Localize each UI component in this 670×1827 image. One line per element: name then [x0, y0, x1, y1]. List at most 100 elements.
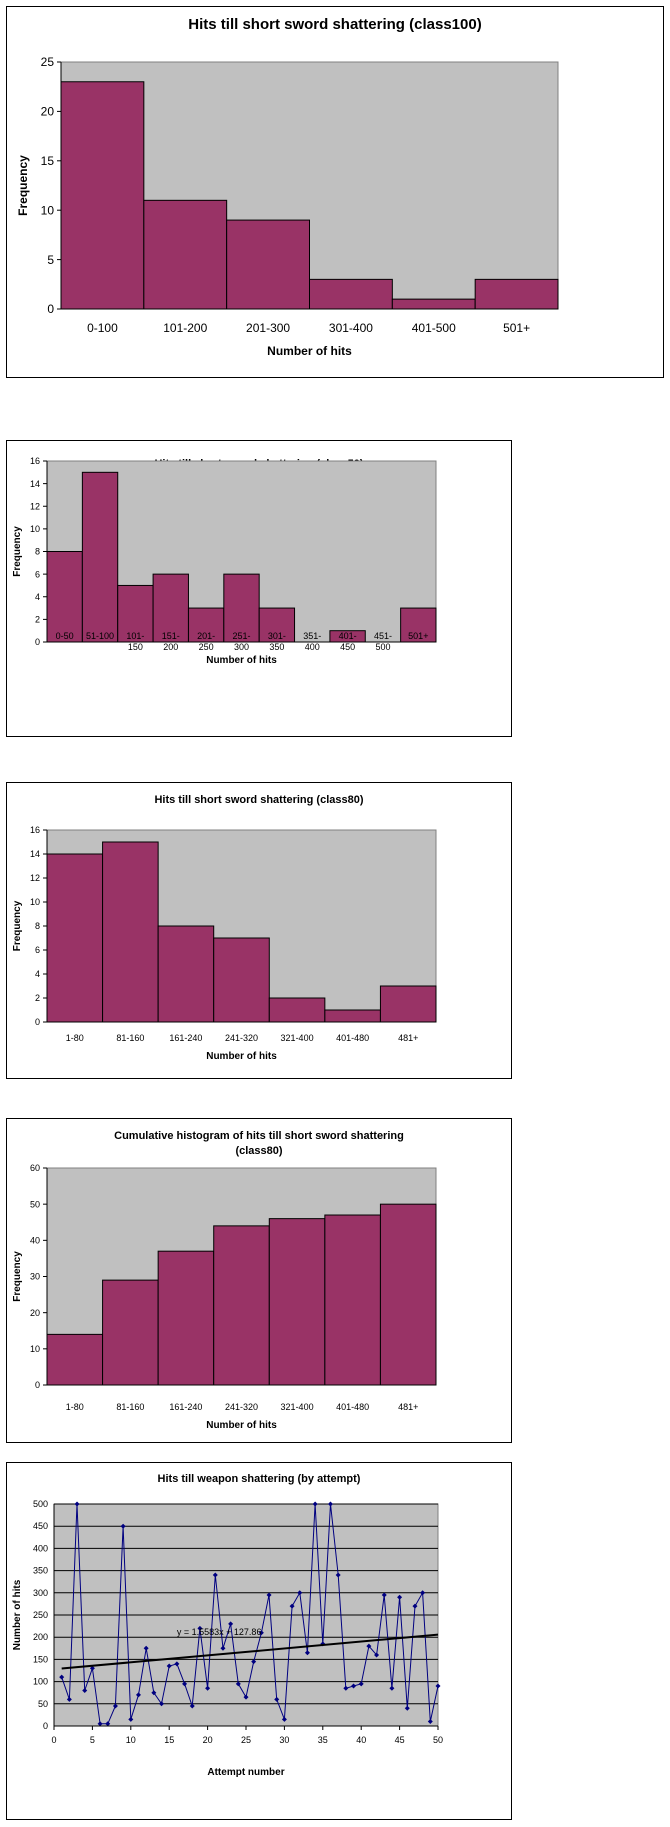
y-axis-label: Frequency — [12, 900, 23, 951]
data-point — [420, 1590, 426, 1596]
data-point — [112, 1703, 118, 1709]
y-tick-label: 0 — [35, 1017, 40, 1027]
y-tick-label: 6 — [35, 569, 40, 579]
x-tick-label: 81-160 — [116, 1033, 144, 1043]
data-point — [66, 1696, 72, 1702]
y-tick-label: 4 — [35, 592, 40, 602]
x-tick-label: 321-400 — [281, 1033, 314, 1043]
bar-161-240 — [157, 1250, 215, 1386]
y-tick-label: 4 — [35, 969, 40, 979]
y-tick-label: 350 — [33, 1566, 48, 1576]
bar-0-50 — [46, 551, 83, 643]
x-tick-label: 5 — [90, 1735, 95, 1745]
x-tick-label: 81-160 — [116, 1402, 144, 1412]
x-axis-label: Number of hits — [206, 655, 277, 666]
y-axis-label: Frequency — [16, 155, 30, 216]
data-point — [366, 1643, 372, 1649]
data-point — [143, 1645, 149, 1651]
chart-class80: Hits till short sword shattering (class8… — [6, 782, 512, 1079]
bar-301-350 — [258, 607, 296, 643]
x-tick-label: 241-320 — [225, 1402, 258, 1412]
chart-svg-class100: Hits till short sword shattering (class1… — [16, 16, 559, 358]
y-tick-label: 200 — [33, 1632, 48, 1642]
x-tick-label: 40 — [356, 1735, 366, 1745]
y-axis-label: Frequency — [12, 1251, 23, 1302]
trendline-equation: y = 1.5583x + 127.86 — [177, 1627, 262, 1637]
y-tick-label: 0 — [47, 302, 54, 316]
bar-1-80 — [46, 853, 104, 1023]
x-tick-label: 501+ — [503, 321, 530, 335]
bar-241-320 — [213, 1225, 270, 1386]
y-tick-label: 0 — [35, 1380, 40, 1390]
x-axis-label: Attempt number — [207, 1767, 284, 1778]
data-point — [374, 1652, 380, 1658]
x-tick-label: 301-400 — [329, 321, 373, 335]
bar-301-400 — [309, 278, 393, 310]
data-point — [266, 1592, 272, 1598]
y-tick-label: 250 — [33, 1610, 48, 1620]
x-tick-label: 15 — [164, 1735, 174, 1745]
data-point — [358, 1681, 364, 1687]
y-tick-label: 0 — [43, 1721, 48, 1731]
y-tick-label: 60 — [30, 1163, 40, 1173]
bar-501+ — [400, 607, 437, 643]
y-tick-label: 14 — [30, 479, 40, 489]
x-tick-label: 400 — [305, 642, 320, 652]
data-point — [297, 1590, 303, 1596]
x-tick-label: 50 — [433, 1735, 443, 1745]
data-point — [189, 1703, 195, 1709]
y-tick-label: 10 — [30, 524, 40, 534]
y-tick-label: 16 — [30, 825, 40, 835]
y-tick-label: 20 — [41, 105, 55, 119]
data-point — [82, 1687, 88, 1693]
chart-title: Cumulative histogram of hits till short … — [114, 1130, 404, 1142]
bar-51-100 — [81, 471, 119, 643]
bar-401-480 — [324, 1009, 381, 1023]
x-axis-label: Number of hits — [267, 344, 352, 358]
x-tick-label: 151- — [162, 631, 180, 641]
chart-title: Hits till short sword shattering (class1… — [188, 16, 481, 33]
data-point — [412, 1603, 418, 1609]
x-tick-label: 35 — [318, 1735, 328, 1745]
y-tick-label: 12 — [30, 873, 40, 883]
data-point — [159, 1701, 165, 1707]
data-point — [120, 1523, 126, 1529]
bar-81-160 — [102, 841, 159, 1023]
bar-101-150 — [117, 584, 154, 643]
y-tick-label: 500 — [33, 1499, 48, 1509]
bar-481+ — [379, 1203, 437, 1386]
chart-class100: Hits till short sword shattering (class1… — [6, 6, 664, 378]
x-tick-label: 481+ — [398, 1402, 418, 1412]
bar-0-100 — [60, 81, 145, 310]
data-point — [228, 1621, 234, 1627]
y-tick-label: 8 — [35, 921, 40, 931]
y-tick-label: 100 — [33, 1677, 48, 1687]
x-tick-label: 1-80 — [66, 1033, 84, 1043]
x-tick-label: 161-240 — [169, 1402, 202, 1412]
data-point — [327, 1501, 333, 1507]
y-tick-label: 12 — [30, 501, 40, 511]
chart-cumulative-class80: Cumulative histogram of hits till short … — [6, 1118, 512, 1443]
data-point — [289, 1603, 295, 1609]
trendline — [61, 1633, 439, 1670]
data-point — [235, 1681, 241, 1687]
x-tick-label: 450 — [340, 642, 355, 652]
data-point — [404, 1705, 410, 1711]
data-point — [135, 1692, 141, 1698]
x-tick-label: 201-300 — [246, 321, 290, 335]
x-tick-label: 401-500 — [412, 321, 456, 335]
data-point — [343, 1685, 349, 1691]
data-point — [220, 1645, 226, 1651]
x-tick-label: 150 — [128, 642, 143, 652]
y-axis-label: Number of hits — [12, 1579, 23, 1650]
bar-501+ — [474, 278, 559, 310]
data-point — [59, 1674, 65, 1680]
x-tick-label: 101- — [126, 631, 144, 641]
data-point — [335, 1572, 341, 1578]
bar-201-300 — [226, 219, 311, 310]
x-axis-label: Number of hits — [206, 1420, 277, 1431]
x-tick-label: 350 — [269, 642, 284, 652]
y-tick-label: 25 — [41, 55, 55, 69]
data-point — [435, 1683, 441, 1689]
x-tick-label: 20 — [203, 1735, 213, 1745]
